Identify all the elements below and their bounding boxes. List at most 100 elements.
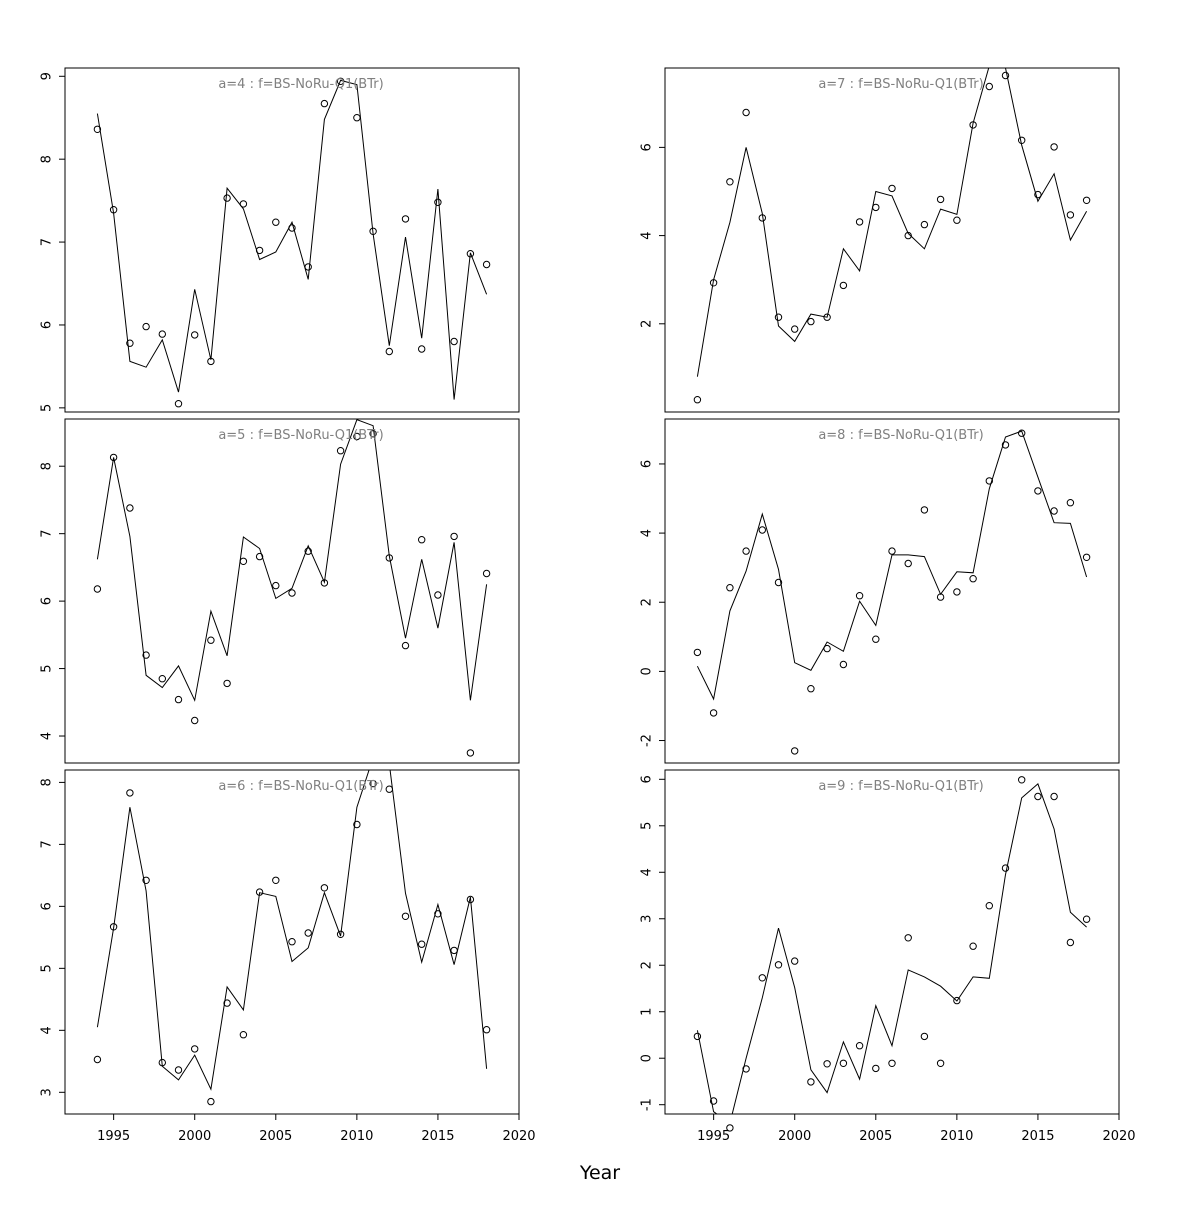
data-point: [1018, 429, 1026, 437]
y-tick-label: 4: [640, 868, 655, 876]
data-point: [1066, 211, 1075, 219]
data-point: [758, 214, 766, 222]
data-point: [418, 345, 426, 353]
data-point: [207, 1097, 215, 1106]
data-point: [726, 1124, 734, 1132]
data-point: [336, 930, 345, 938]
y-tick-label: 5: [40, 664, 55, 672]
data-point: [807, 685, 815, 693]
data-point: [872, 203, 880, 212]
data-point: [239, 1031, 248, 1039]
data-point: [239, 200, 248, 208]
data-point: [1082, 915, 1091, 923]
data-point: [272, 876, 280, 884]
plot-frame: [664, 418, 1120, 764]
data-point: [1001, 71, 1010, 80]
data-point: [839, 281, 848, 290]
y-tick-label: 8: [40, 778, 55, 786]
series-line: [96, 79, 488, 400]
series-line: [96, 419, 488, 702]
y-tick-label: 6: [640, 460, 655, 468]
data-point: [969, 942, 977, 950]
data-point: [239, 557, 248, 565]
data-point: [1034, 487, 1042, 495]
data-point: [1050, 792, 1058, 801]
data-point: [985, 82, 993, 91]
panel-title: a=9 : f=BS-NoRu-Q1(BTr): [818, 779, 983, 794]
data-point: [839, 1059, 848, 1068]
data-point: [304, 263, 312, 271]
data-point: [109, 206, 118, 214]
y-tick-label: 2: [640, 320, 655, 328]
data-point: [953, 216, 961, 224]
data-point: [142, 876, 150, 884]
y-tick-label: 1: [640, 1008, 655, 1016]
chart-panel: -2 0 2 4 6 a=8 : f=BS-NoRu-Q1(BTr): [640, 418, 1120, 764]
data-point: [93, 585, 102, 593]
panel-title: a=6 : f=BS-NoRu-Q1(BTr): [218, 779, 383, 794]
plot-frame: [664, 67, 1120, 413]
data-point: [174, 400, 183, 408]
data-point: [126, 339, 134, 347]
data-point: [304, 929, 312, 937]
data-point: [418, 536, 426, 544]
data-point: [709, 1097, 718, 1105]
data-point: [920, 1032, 929, 1041]
data-point: [174, 1066, 183, 1074]
y-tick-label: 2: [640, 598, 655, 606]
data-point: [336, 447, 345, 455]
plot-frame: [64, 418, 520, 764]
data-point: [320, 579, 329, 587]
data-point: [969, 121, 977, 129]
data-point: [823, 313, 831, 321]
data-point: [401, 641, 410, 650]
y-tick-label: 0: [640, 1054, 655, 1062]
data-point: [855, 1042, 864, 1050]
x-tick-label: 2010: [940, 1129, 973, 1144]
y-tick-label: 5: [640, 822, 655, 830]
data-point: [1001, 864, 1010, 872]
data-point: [758, 974, 766, 982]
data-point: [774, 313, 783, 321]
chart-panel: 3 4 5 6 7 8 1995 2000 2005 2010 2015 2020 a=6 : f=BS…: [40, 769, 536, 1144]
data-point: [904, 231, 912, 240]
data-point: [93, 1055, 102, 1064]
y-tick-label: 5: [40, 404, 55, 412]
x-tick-label: 2005: [259, 1129, 292, 1144]
data-point: [158, 675, 167, 683]
data-point: [839, 660, 848, 669]
data-point: [920, 506, 929, 514]
data-point: [807, 317, 815, 326]
y-tick-label: 3: [640, 915, 655, 923]
x-tick-label: 2015: [1021, 1129, 1054, 1144]
data-point: [255, 888, 264, 896]
data-point: [888, 1059, 896, 1068]
series-line: [696, 430, 1088, 701]
data-point: [418, 940, 426, 948]
data-point: [742, 547, 750, 555]
data-point: [1034, 792, 1042, 801]
data-point: [936, 593, 945, 601]
x-axis-title: Year: [579, 1162, 620, 1184]
data-point: [872, 1064, 880, 1073]
data-point: [353, 114, 361, 122]
chart-panel: 2 4 6 a=7 : f=BS-NoRu-Q1(BTr): [640, 67, 1120, 413]
data-point: [320, 99, 329, 108]
data-point: [823, 644, 831, 653]
x-tick-label: 2010: [340, 1129, 373, 1144]
data-point: [1050, 507, 1058, 515]
series-line: [696, 783, 1087, 1114]
data-point: [158, 1058, 167, 1067]
data-point: [223, 999, 231, 1007]
data-point: [126, 504, 134, 512]
data-point: [434, 198, 442, 207]
y-tick-label: 6: [40, 902, 55, 910]
data-point: [434, 910, 442, 918]
series-line: [696, 68, 1088, 377]
x-tick-label: 2000: [778, 1129, 811, 1144]
data-point: [855, 218, 864, 226]
data-point: [709, 709, 718, 717]
data-point: [742, 1065, 750, 1073]
data-point: [482, 569, 491, 578]
